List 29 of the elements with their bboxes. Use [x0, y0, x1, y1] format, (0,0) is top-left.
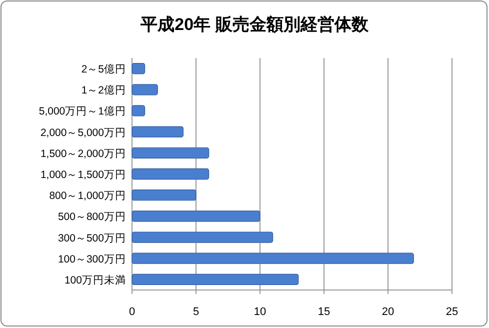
y-tick-label: 500～800万円	[58, 211, 126, 224]
bar	[132, 126, 184, 138]
bar	[132, 84, 158, 96]
y-tick-label: 2～5億円	[81, 62, 126, 76]
y-tick-label: 2,000～5,000万円	[40, 126, 126, 139]
y-tick-label: 100万円未満	[64, 273, 126, 286]
bar	[132, 252, 414, 264]
bar	[132, 210, 260, 222]
chart-title: 平成20年 販売金額別経営体数	[140, 15, 370, 34]
x-tick-label: 20	[382, 306, 394, 318]
y-tick-label: 1,000～1,500万円	[40, 169, 126, 181]
y-tick-label: 1～2億円	[81, 84, 126, 97]
x-tick-label: 15	[318, 306, 330, 318]
x-tick-label: 25	[446, 306, 458, 318]
x-tick-label: 0	[128, 306, 136, 318]
y-tick-label: 800～1,000万円	[49, 190, 126, 202]
bar	[132, 105, 146, 116]
bar	[132, 232, 274, 243]
bar	[132, 274, 299, 286]
y-tick-label: 100～300万円	[58, 253, 126, 266]
bar	[132, 62, 146, 74]
y-tick-label: 1,500～2,000万円	[40, 148, 126, 160]
y-tick-label: 300～500万円	[58, 232, 126, 244]
bar	[132, 190, 196, 201]
y-tick-label: 5,000万円～1億円	[38, 104, 126, 118]
bar	[132, 147, 210, 158]
x-tick-label: 5	[192, 306, 200, 318]
x-tick-label: 10	[254, 306, 266, 318]
bar	[132, 168, 210, 180]
